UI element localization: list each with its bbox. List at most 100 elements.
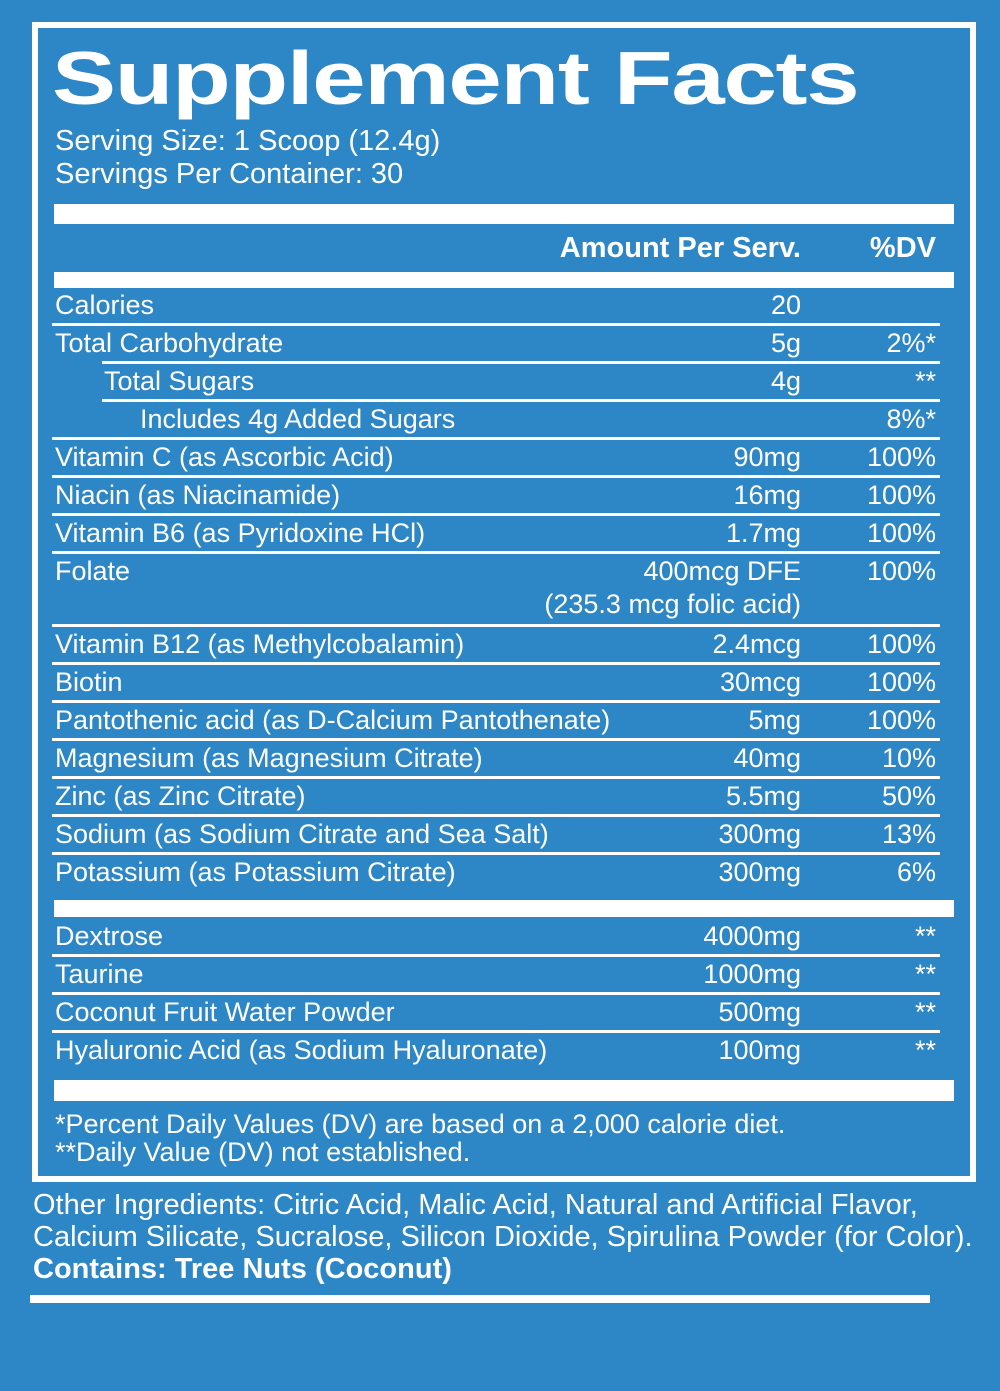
nutrient-dv: 10% [881,743,936,773]
footnote-not-established: **Daily Value (DV) not established. [55,1137,471,1167]
row-separator [52,738,940,741]
nutrient-name: Taurine [55,959,144,989]
row-separator [52,700,940,703]
nutrient-amount: 2.4mcg [712,629,801,659]
nutrient-name: Dextrose [55,921,164,951]
nutrient-name: Vitamin B6 (as Pyridoxine HCl) [55,518,426,548]
nutrient-dv: ** [914,366,936,396]
other-ingredients-section: Other Ingredients: Citric Acid, Malic Ac… [33,1189,978,1285]
nutrient-amount: 300mg [718,819,801,849]
row-separator [52,776,940,779]
nutrient-name: Niacin (as Niacinamide) [55,480,341,510]
section-divider-bar [54,204,954,224]
nutrient-amount: 400mcg DFE [643,556,801,586]
other-compound-row: Taurine 1000mg ** [52,957,956,992]
nutrient-row: Folate 400mcg DFE 100% [52,554,956,589]
panel-content: Supplement Facts Serving Size: 1 Scoop (… [52,28,956,1166]
nutrient-name: Vitamin C (as Ascorbic Acid) [55,442,394,472]
nutrient-amount: 4g [770,366,801,396]
other-ingredients-line: Other Ingredients: Citric Acid, Malic Ac… [33,1189,918,1221]
nutrient-dv: ** [914,1035,936,1065]
nutrient-dv: 100% [866,480,936,510]
nutrient-name: Calories [55,290,155,320]
nutrient-name: Pantothenic acid (as D-Calcium Pantothen… [55,705,611,735]
nutrient-amount: 40mg [733,743,801,773]
nutrient-row: Pantothenic acid (as D-Calcium Pantothen… [52,703,956,738]
nutrient-dv: 100% [866,705,936,735]
nutrient-amount: 30mcg [719,667,801,697]
other-compound-row: Coconut Fruit Water Powder 500mg ** [52,995,956,1030]
nutrient-dv: 50% [881,781,936,811]
nutrient-row: Includes 4g Added Sugars 8%* [52,402,956,437]
nutrient-row: Vitamin C (as Ascorbic Acid) 90mg 100% [52,440,956,475]
section-divider-bar [54,272,954,288]
nutrient-row: Zinc (as Zinc Citrate) 5.5mg 50% [52,779,956,814]
nutrient-dv: 8%* [886,404,936,434]
percent-dv-header: %DV [869,232,936,264]
amount-per-serving-header: Amount Per Serv. [559,232,801,264]
row-separator [102,399,940,402]
nutrient-row: Vitamin B6 (as Pyridoxine HCl) 1.7mg 100% [52,516,956,551]
nutrient-amount: 100mg [718,1035,801,1065]
nutrient-dv: 100% [866,667,936,697]
nutrient-name: Hyaluronic Acid (as Sodium Hyaluronate) [55,1035,548,1065]
nutrient-row: Biotin 30mcg 100% [52,665,956,700]
other-compound-row: Hyaluronic Acid (as Sodium Hyaluronate) 1… [52,1033,956,1068]
contains-statement: Contains: Tree Nuts (Coconut) [33,1253,452,1285]
nutrient-dv: 6% [896,857,936,887]
nutrient-amount: 5g [770,328,801,358]
nutrient-name: Vitamin B12 (as Methylcobalamin) [55,629,465,659]
row-separator [52,437,940,440]
nutrient-amount: 500mg [718,997,801,1027]
row-separator [52,662,940,665]
nutrient-row: Potassium (as Potassium Citrate) 300mg 6% [52,855,956,890]
row-separator [52,852,940,855]
row-separator [102,361,940,364]
nutrient-row: Niacin (as Niacinamide) 16mg 100% [52,478,956,513]
nutrient-row: Calories 20 [52,288,956,323]
nutrient-subline: (235.3 mcg folic acid) [544,589,801,619]
nutrient-name: Potassium (as Potassium Citrate) [55,857,456,887]
nutrient-amount: 16mg [733,480,801,510]
nutrient-dv: 100% [866,518,936,548]
servings-per-container: Servings Per Container: 30 [55,158,404,190]
nutrient-name: Magnesium (as Magnesium Citrate) [55,743,483,773]
section-divider-bar [54,900,954,917]
nutrient-row: Total Carbohydrate 5g 2%* [52,326,956,361]
nutrient-amount: 90mg [733,442,801,472]
nutrient-dv: 100% [866,442,936,472]
nutrient-dv: ** [914,997,936,1027]
nutrient-dv: 100% [866,629,936,659]
nutrient-amount: 20 [770,290,801,320]
supplement-facts-panel: Supplement Facts Serving Size: 1 Scoop (… [32,22,976,1182]
nutrient-name: Total Sugars [104,366,255,396]
nutrient-name: Zinc (as Zinc Citrate) [55,781,306,811]
nutrient-dv: 13% [881,819,936,849]
row-separator [52,551,940,554]
row-separator [52,624,940,627]
nutrient-amount: 5.5mg [725,781,801,811]
nutrient-row: Magnesium (as Magnesium Citrate) 40mg 10% [52,741,956,776]
footnote-percent-dv: *Percent Daily Values (DV) are based on … [55,1109,786,1139]
nutrient-table: Calories 20 Total Carbohydrate 5g 2%* Total S… [52,288,956,890]
nutrient-dv: ** [914,959,936,989]
nutrient-name: Total Carbohydrate [55,328,284,358]
nutrient-row: Total Sugars 4g ** [52,364,956,399]
nutrient-name: Folate [55,556,131,586]
nutrient-name: Sodium (as Sodium Citrate and Sea Salt) [55,819,549,849]
nutrient-amount: 1.7mg [725,518,801,548]
row-separator [52,1030,940,1033]
nutrient-name: Biotin [55,667,123,697]
table-header-row: Amount Per Serv. %DV [52,224,956,272]
nutrient-dv: 100% [866,556,936,586]
nutrient-amount: 4000mg [703,921,801,951]
other-ingredients-line: Calcium Silicate, Sucralose, Silicon Dio… [33,1221,973,1253]
row-separator [52,323,940,326]
row-separator [52,814,940,817]
nutrient-dv: ** [914,921,936,951]
serving-size: Serving Size: 1 Scoop (12.4g) [55,125,441,157]
panel-title: Supplement Facts [52,36,860,120]
row-separator [52,475,940,478]
row-separator [52,992,940,995]
row-separator [52,513,940,516]
